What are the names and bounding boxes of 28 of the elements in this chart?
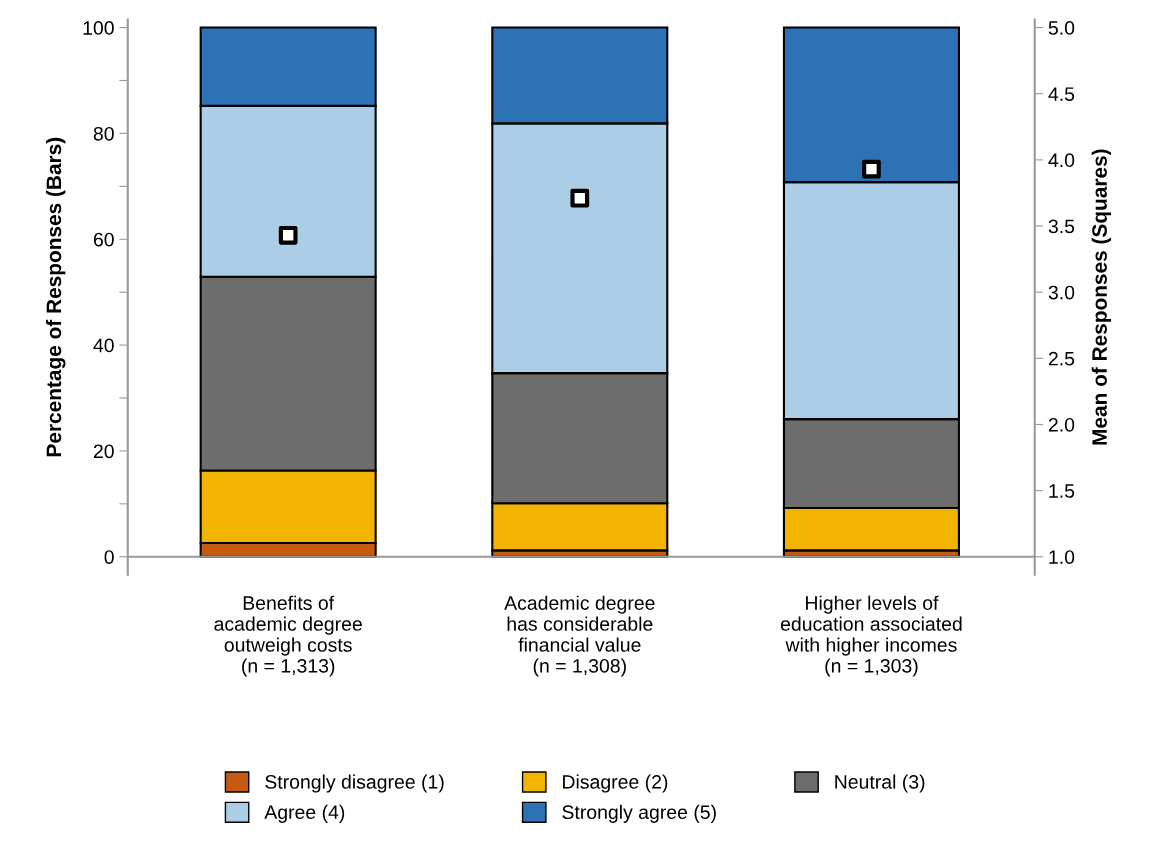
- legend-label: Neutral (3): [835, 774, 925, 793]
- y2-tick-label: 3.5: [1048, 219, 1075, 234]
- legend-label: Strongly disagree (1): [265, 774, 444, 793]
- x-tick-label: Higher levels of education associated with higher incomes (n = 1,303): [780, 595, 962, 677]
- y2-tick-label: 1.0: [1049, 550, 1075, 564]
- y-tick-label: 40: [93, 338, 114, 353]
- y2-tick-label: 2.5: [1048, 351, 1075, 366]
- y-tick-label: 20: [93, 444, 114, 459]
- y2-tick-label: 4.5: [1048, 87, 1075, 101]
- y-tick-label: 80: [93, 126, 114, 141]
- point: [570, 188, 590, 208]
- x-tick-label: Benefits of academic degree outweigh costs (n = 1,313): [214, 595, 362, 677]
- y2-axis-title: Mean of Responses (Squares): [1091, 149, 1112, 445]
- y-tick-label: 60: [93, 232, 114, 247]
- legend-label: Agree (4): [264, 804, 345, 823]
- legend-label: Disagree (2): [563, 774, 668, 793]
- y-axis-title: Percentage of Responses (Bars): [45, 137, 66, 457]
- legend-label: Strongly agree (5): [562, 804, 716, 823]
- y2-tick-label: 3.0: [1048, 285, 1075, 300]
- y-tick-label: 0: [104, 550, 114, 564]
- y-tick-label: 100: [83, 21, 114, 35]
- point: [278, 225, 298, 245]
- x-tick-label: Academic degree has considerable financial value (n = 1,308): [504, 595, 655, 677]
- y2-tick-label: 1.5: [1049, 484, 1075, 498]
- y2-tick-label: 2.0: [1048, 417, 1075, 432]
- point: [862, 159, 881, 179]
- y2-tick-label: 5.0: [1048, 21, 1075, 35]
- y2-tick-label: 4.0: [1048, 153, 1075, 168]
